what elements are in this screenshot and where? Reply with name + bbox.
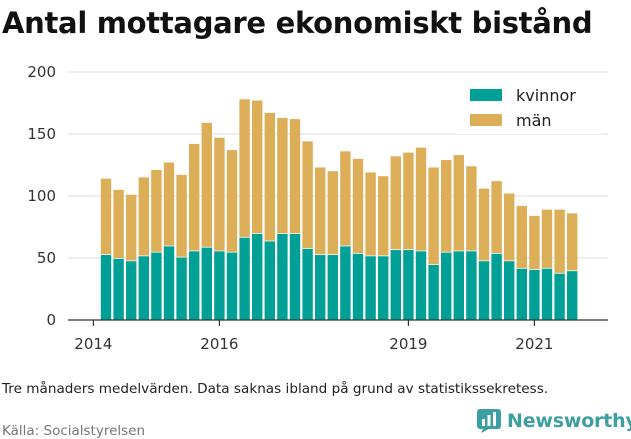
legend: kvinnor män [455, 80, 603, 134]
legend-label: män [516, 111, 552, 130]
y-tick-label: 150 [27, 125, 56, 143]
bar-man [491, 181, 502, 254]
legend-swatch [470, 114, 502, 126]
bar-kvinnor [163, 245, 175, 320]
bar-man [163, 162, 175, 246]
chart-title: Antal mottagare ekonomiskt bistånd [2, 6, 593, 40]
bar-kvinnor [491, 253, 502, 320]
bar-man [189, 143, 200, 251]
bar-kvinnor [453, 250, 464, 320]
legend-label: kvinnor [516, 86, 576, 105]
bar-man [352, 158, 364, 254]
bar-man [541, 209, 553, 268]
bar-man [340, 151, 351, 246]
bar-kvinnor [252, 233, 263, 320]
bar-kvinnor [214, 250, 225, 320]
newsworthy-logo-icon [477, 409, 501, 433]
bar-kvinnor [478, 260, 490, 320]
bar-kvinnor [315, 254, 326, 320]
bar-man [201, 122, 212, 247]
bar-man [403, 152, 414, 250]
bar-kvinnor [201, 246, 212, 320]
bar-man [390, 156, 401, 250]
bar-man [252, 100, 263, 234]
bar-man [302, 141, 313, 249]
bar-kvinnor [390, 249, 401, 320]
bar-kvinnor [352, 253, 364, 320]
bar-kvinnor [378, 255, 389, 320]
bar-man [239, 99, 250, 237]
bar-man [214, 137, 225, 251]
bar-kvinnor [113, 258, 124, 320]
x-tick-label: 2021 [515, 335, 553, 353]
bar-man [327, 171, 338, 255]
bar-kvinnor [554, 272, 565, 320]
legend-swatch [470, 89, 502, 101]
bar-kvinnor [138, 255, 149, 320]
bar-man [504, 193, 515, 261]
bar-man [113, 189, 124, 258]
bar-kvinnor [289, 233, 301, 320]
bar-man [176, 174, 187, 257]
brand-name: Newsworthy [507, 410, 631, 432]
bar-kvinnor [428, 264, 439, 320]
bar-kvinnor [151, 251, 162, 320]
bar-kvinnor [567, 270, 578, 320]
axes: 05010015020020142016201920212023 [27, 63, 608, 353]
bar-man [466, 166, 477, 251]
bar-man [428, 167, 439, 265]
bar-man [315, 167, 326, 255]
bar-man [277, 117, 288, 234]
bar-kvinnor [504, 260, 515, 320]
bar-man [264, 112, 275, 241]
bar-man [226, 150, 238, 252]
bar-kvinnor [529, 269, 540, 320]
bar-kvinnor [365, 255, 376, 320]
bar-man [453, 155, 464, 251]
bar-kvinnor [441, 251, 452, 320]
bar-kvinnor [189, 250, 200, 320]
x-tick-label: 2019 [389, 335, 427, 353]
bar-man [151, 169, 162, 252]
bar-man [126, 194, 137, 261]
x-tick-label: 2014 [74, 335, 112, 353]
bar-kvinnor [466, 250, 477, 320]
bar-man [554, 209, 565, 273]
bar-man [378, 176, 389, 256]
bar-man [415, 147, 427, 251]
bar-man [138, 177, 149, 256]
y-tick-label: 100 [27, 187, 56, 205]
y-tick-label: 50 [37, 249, 56, 267]
bar-man [478, 188, 490, 261]
bar-man [441, 160, 452, 252]
bar-kvinnor [264, 240, 275, 320]
bar-kvinnor [100, 254, 112, 320]
bar-kvinnor [415, 250, 427, 320]
bar-man [365, 172, 376, 256]
bars [100, 99, 578, 320]
bar-kvinnor [327, 254, 338, 320]
bar-kvinnor [126, 260, 137, 320]
bar-kvinnor [340, 245, 351, 320]
bar-man [289, 119, 301, 234]
y-tick-label: 200 [27, 63, 56, 81]
bar-man [100, 178, 112, 255]
bar-kvinnor [226, 251, 238, 320]
x-tick-label: 2016 [200, 335, 238, 353]
bar-man [516, 205, 527, 268]
bar-kvinnor [403, 249, 414, 320]
source-text: Källa: Socialstyrelsen [2, 423, 146, 439]
brand-logo[interactable]: Newsworthy [476, 408, 631, 434]
bar-kvinnor [516, 267, 527, 320]
y-tick-label: 0 [46, 311, 56, 329]
bar-kvinnor [176, 256, 187, 320]
bar-man [567, 213, 578, 271]
bar-man [529, 215, 540, 270]
bar-kvinnor [302, 248, 313, 320]
footnote: Tre månaders medelvärden. Data saknas ib… [2, 381, 549, 397]
bar-kvinnor [239, 236, 250, 320]
bar-kvinnor [541, 267, 553, 320]
bar-kvinnor [277, 233, 288, 320]
